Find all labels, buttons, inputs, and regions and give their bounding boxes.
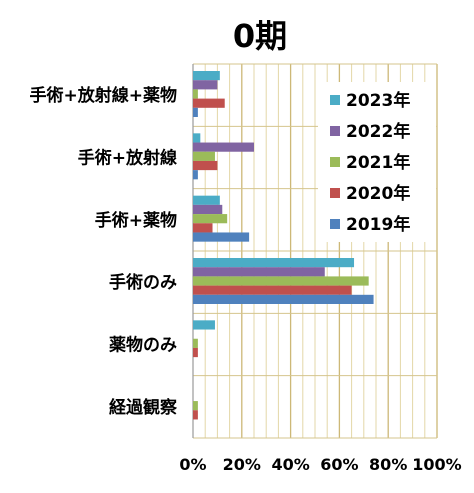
legend-swatch: [330, 126, 340, 136]
legend-label: 2023年: [346, 90, 410, 111]
bar: [193, 401, 198, 411]
bar: [193, 142, 254, 152]
legend-label: 2022年: [346, 121, 410, 142]
legend-swatch: [330, 219, 340, 229]
bar: [193, 80, 218, 90]
bar: [193, 195, 220, 205]
bar: [193, 294, 374, 304]
bar: [193, 71, 220, 81]
category-label: 手術+放射線+薬物: [30, 85, 178, 106]
value-axis: 0% 20% 40% 60% 80% 100%: [179, 455, 461, 474]
bar: [193, 160, 218, 171]
tick-label: 0%: [179, 455, 206, 474]
category-label: 手術+薬物: [95, 210, 177, 231]
category-label: 手術のみ: [109, 272, 177, 293]
bar: [193, 320, 215, 330]
bar: [193, 204, 223, 215]
chart-title: 0期: [233, 17, 287, 55]
bar: [193, 410, 198, 420]
bar: [193, 170, 198, 180]
bar: [193, 338, 198, 348]
bar: [193, 223, 213, 233]
bar: [193, 107, 198, 117]
category-label: 薬物のみ: [109, 335, 177, 356]
tick-label: 60%: [320, 455, 358, 474]
legend-label: 2019年: [346, 214, 410, 235]
legend-swatch: [330, 95, 340, 105]
category-label: 手術+放射線: [78, 148, 177, 169]
legend-label: 2021年: [346, 152, 410, 173]
legend: 2023年 2022年 2021年 2020年 2019年: [318, 82, 436, 242]
bar: [193, 276, 369, 286]
bar: [193, 347, 198, 358]
category-label: 経過観察: [109, 397, 178, 418]
legend-swatch: [330, 188, 340, 198]
tick-label: 80%: [369, 455, 407, 474]
tick-label: 20%: [223, 455, 261, 474]
bar: [193, 98, 225, 108]
bar: [193, 232, 250, 242]
bar: [193, 267, 325, 277]
tick-label: 40%: [271, 455, 309, 474]
bar: [193, 89, 198, 99]
plot-area: [193, 71, 374, 420]
bar: [193, 133, 201, 143]
legend-label: 2020年: [346, 183, 410, 204]
bar: [193, 258, 355, 268]
bar: [193, 151, 215, 161]
bar: [193, 214, 228, 224]
tick-label: 100%: [412, 455, 461, 474]
bar: [193, 285, 352, 295]
legend-swatch: [330, 157, 340, 167]
